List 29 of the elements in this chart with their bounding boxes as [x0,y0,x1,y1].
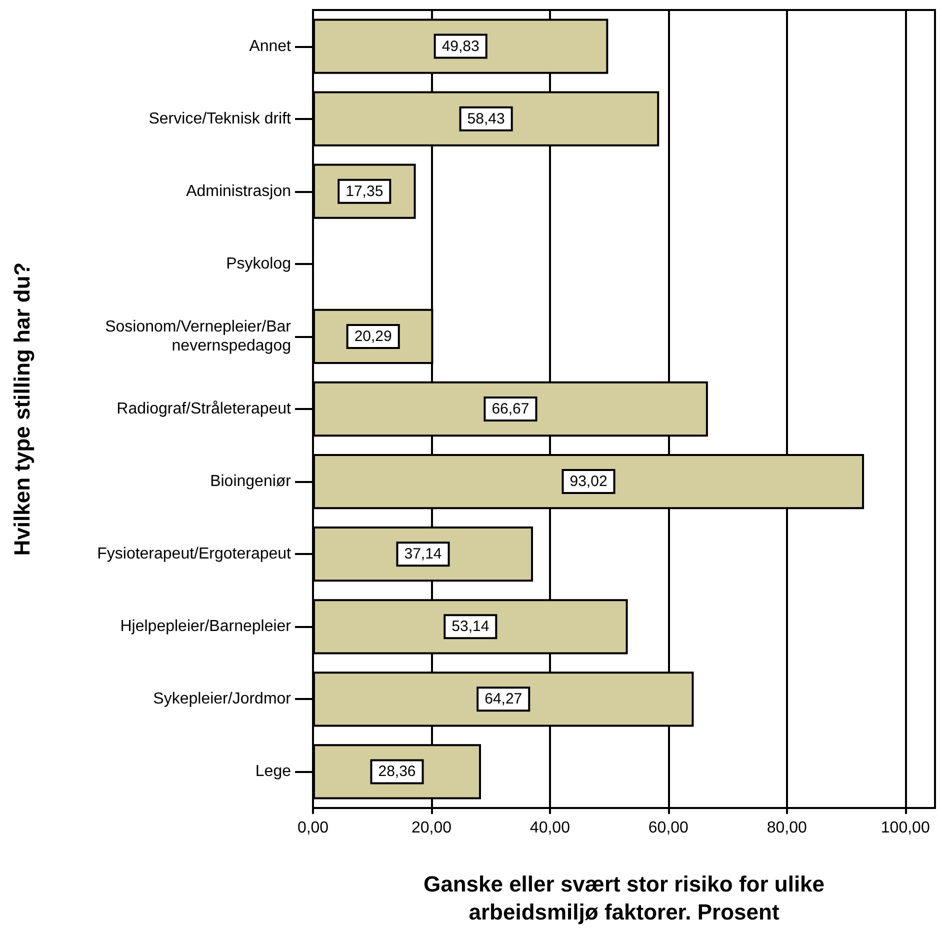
y-tick-label: Sosionom/Vernepleier/Bar nevernspedagog [105,318,292,354]
data-label: 20,29 [354,328,392,345]
data-label: 17,35 [346,182,384,200]
y-tick-label: Bioingeniør [210,473,292,490]
x-tick-label: 40,00 [530,820,570,836]
y-tick-label: Psykolog [226,255,291,272]
y-tick-label: Annet [249,38,292,55]
data-label: 93,02 [570,473,608,490]
data-label: 28,36 [378,763,416,780]
data-label: 49,83 [442,38,480,55]
y-tick-label: Radiograf/Stråleterapeut [116,400,292,418]
y-tick-label: Hjelpepleier/Barnepleier [120,618,292,636]
y-tick-label: Administrasjon [186,182,291,200]
x-tick-label: 60,00 [648,820,689,836]
x-tick-label: 0,00 [297,820,329,836]
y-tick-label: Sykepleier/Jordmor [153,690,292,708]
data-label: 58,43 [467,110,505,128]
x-tick-label: 80,00 [766,820,808,836]
data-label: 66,67 [492,400,530,418]
y-tick-label: Fysioterapeut/Ergoterapeut [97,546,292,563]
x-tick-label: 100,00 [880,820,930,836]
y-tick-label: Service/Teknisk drift [148,110,292,128]
x-axis-title: Ganske eller svært stor risiko for ulike arbeidsmiljø faktorer. Prosent [423,872,825,924]
y-axis-title: Hvilken type stilling har du? [10,262,34,556]
data-label: 53,14 [452,618,490,636]
y-tick-label: Lege [255,763,292,780]
x-tick-label: 20,00 [411,820,452,836]
data-label: 37,14 [404,546,442,563]
data-label: 64,27 [484,690,522,708]
